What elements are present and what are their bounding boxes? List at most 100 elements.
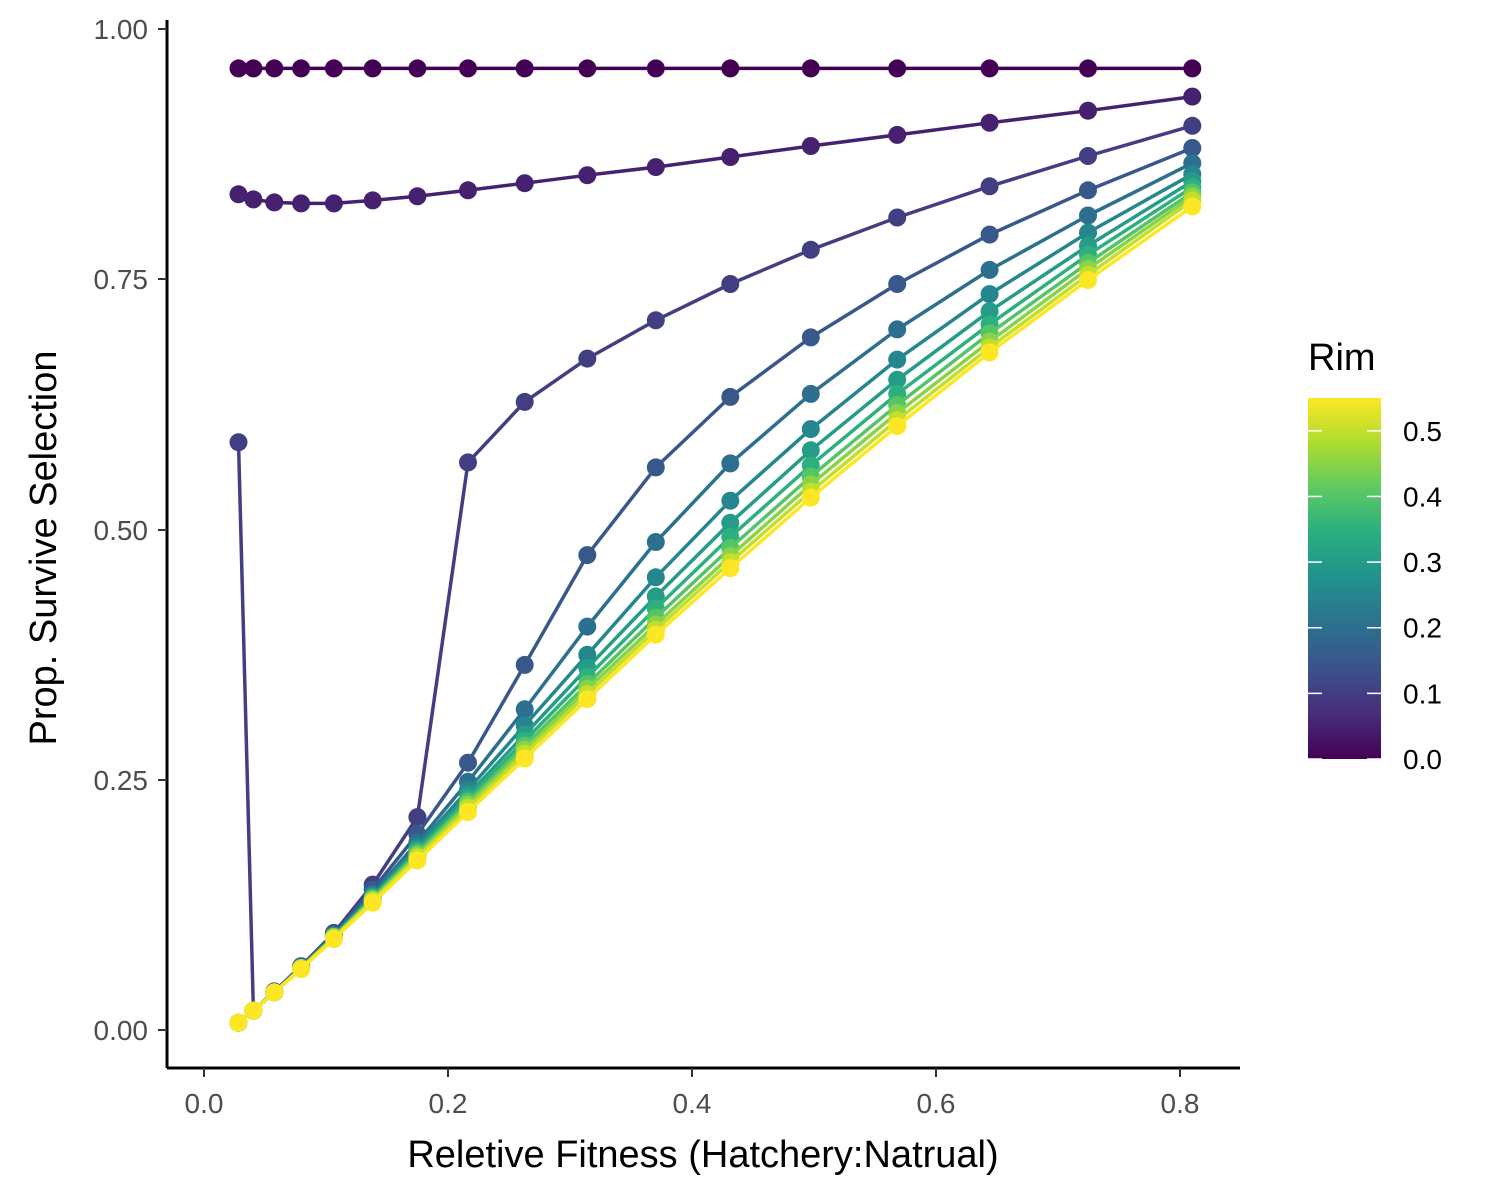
data-point <box>578 166 597 185</box>
data-point <box>1183 116 1202 135</box>
series-11 <box>229 197 1202 1032</box>
data-point <box>888 125 907 144</box>
y-tick-label: 0.75 <box>94 264 149 295</box>
series-0 <box>229 59 1202 78</box>
y-tick-label: 1.00 <box>94 14 149 45</box>
series-line <box>237 94 1193 206</box>
data-point <box>721 59 740 78</box>
x-tick-label: 0.4 <box>673 1088 712 1119</box>
data-point <box>459 753 477 772</box>
data-point <box>888 370 907 389</box>
x-tick-label: 0.0 <box>185 1088 224 1119</box>
data-point <box>980 260 999 279</box>
data-point <box>459 59 477 78</box>
data-point <box>646 625 665 644</box>
data-point <box>888 417 907 436</box>
data-point <box>1079 59 1097 78</box>
data-point <box>578 349 597 368</box>
data-point <box>515 174 534 193</box>
colorbar-label: 0.3 <box>1403 547 1442 578</box>
data-point <box>578 617 597 636</box>
data-point <box>1183 197 1202 216</box>
y-tick-label: 0.25 <box>94 765 149 796</box>
data-point <box>888 59 907 78</box>
data-point <box>646 59 665 78</box>
data-point <box>980 285 999 304</box>
data-point <box>324 194 343 213</box>
data-point <box>515 392 534 411</box>
colorbar-label: 0.4 <box>1403 481 1442 512</box>
data-point <box>888 208 907 227</box>
data-point <box>459 803 477 821</box>
colorbar-legend: Rim 0.0 0.1 0.2 0.3 0.4 0.5 <box>1308 337 1442 775</box>
data-point <box>980 343 999 362</box>
colorbar-label: 0.0 <box>1403 744 1442 775</box>
y-tick-label: 0.50 <box>94 515 149 546</box>
data-point <box>324 59 343 78</box>
data-point <box>265 193 284 212</box>
data-point <box>801 420 820 439</box>
data-point <box>408 59 427 78</box>
data-point <box>801 240 820 259</box>
data-point <box>888 275 907 293</box>
data-point <box>408 851 427 870</box>
data-point <box>229 1013 248 1032</box>
series-1 <box>229 87 1202 213</box>
data-point <box>363 59 382 78</box>
data-point <box>646 158 665 177</box>
data-point <box>515 749 534 768</box>
x-tick-label: 0.8 <box>1161 1088 1200 1119</box>
data-point <box>244 190 263 209</box>
data-point <box>459 453 477 472</box>
data-point <box>1079 181 1097 200</box>
data-point <box>646 568 665 587</box>
colorbar <box>1308 398 1381 759</box>
data-point <box>244 1001 263 1020</box>
data-point <box>1183 59 1202 78</box>
colorbar-label: 0.1 <box>1403 678 1442 709</box>
data-point <box>721 559 740 578</box>
data-point <box>721 148 740 166</box>
data-point <box>515 655 534 674</box>
data-point <box>646 458 665 477</box>
data-point <box>721 513 740 532</box>
data-point <box>801 441 820 460</box>
data-point <box>801 328 820 347</box>
colorbar-label: 0.2 <box>1403 613 1442 644</box>
data-point <box>980 302 999 321</box>
data-point <box>229 185 248 204</box>
data-point <box>1183 87 1202 106</box>
data-point <box>515 59 534 78</box>
data-point <box>721 387 740 406</box>
data-point <box>801 384 820 403</box>
data-point <box>801 59 820 78</box>
y-axis: 0.00 0.25 0.50 0.75 1.00 <box>94 14 167 1046</box>
data-point <box>459 181 477 200</box>
x-axis-title: Reletive Fitness (Hatchery:Natrual) <box>407 1134 998 1176</box>
data-point <box>292 59 311 78</box>
data-point <box>646 311 665 330</box>
data-point <box>408 187 427 206</box>
data-point <box>363 191 382 210</box>
data-point <box>265 59 284 78</box>
x-tick-label: 0.6 <box>917 1088 956 1119</box>
data-point <box>265 983 284 1002</box>
data-point <box>888 350 907 369</box>
data-point <box>229 59 248 78</box>
data-point <box>1079 223 1097 242</box>
data-point <box>980 225 999 244</box>
colorbar-ticks: 0.0 0.1 0.2 0.3 0.4 0.5 <box>1308 416 1442 775</box>
data-point <box>1079 271 1097 289</box>
plot-area <box>229 59 1202 1032</box>
data-point <box>801 488 820 507</box>
data-point <box>578 645 597 664</box>
data-point <box>324 930 343 948</box>
data-point <box>363 893 382 912</box>
data-point <box>1079 147 1097 165</box>
legend-title: Rim <box>1308 337 1376 379</box>
data-point <box>292 960 311 979</box>
colorbar-label: 0.5 <box>1403 416 1442 447</box>
data-point <box>244 59 263 78</box>
data-point <box>515 700 534 719</box>
